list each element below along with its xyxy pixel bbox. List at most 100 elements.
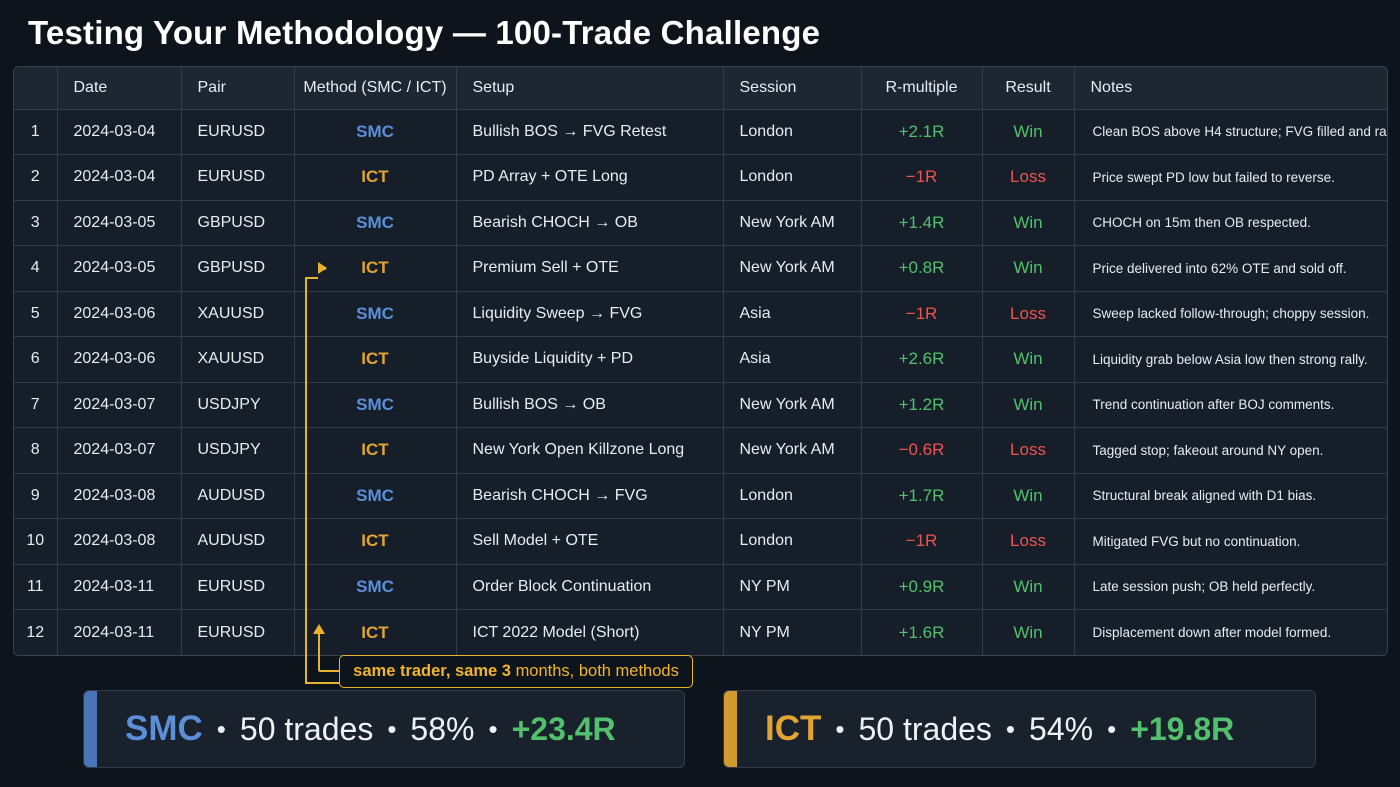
row-number: 2 [14, 154, 58, 201]
summary-card-ict: ICT • 50 trades • 54% • +19.8R [723, 690, 1316, 768]
cell-setup: PD Array + OTE Long [456, 154, 724, 201]
row-number: 10 [14, 518, 58, 565]
cell-method: SMC [294, 564, 457, 610]
cell-r-multiple: +2.6R [861, 336, 983, 383]
annotation-text-2: 3 [501, 662, 511, 680]
cell-method: ICT [294, 518, 457, 565]
cell-session: NY PM [723, 564, 862, 610]
cell-result: Win [982, 609, 1075, 655]
row-number: 4 [14, 245, 58, 292]
cell-date: 2024-03-07 [57, 427, 182, 474]
cell-r-multiple: −1R [861, 154, 983, 201]
table-row[interactable]: 5 2024-03-06 XAUUSD SMC Liquidity Sweep → FV… [14, 291, 1387, 337]
table-row[interactable]: 2 2024-03-04 EURUSD ICT PD Array + OTE Long L… [14, 154, 1387, 201]
table-row[interactable]: 6 2024-03-06 XAUUSD ICT Buyside Liquidity + … [14, 336, 1387, 383]
annotation-text-1: same trader, same [353, 662, 498, 680]
cell-r-multiple: +2.1R [861, 109, 983, 155]
table-row[interactable]: 12 2024-03-11 EURUSD ICT ICT 2022 Model (Sho… [14, 609, 1387, 655]
cell-date: 2024-03-11 [57, 609, 182, 655]
cell-session: New York AM [723, 245, 862, 292]
cell-pair: EURUSD [181, 609, 295, 655]
cell-setup: Order Block Continuation [456, 564, 724, 610]
row-number: 11 [14, 564, 58, 610]
page-title: Testing Your Methodology — 100-Trade Cha… [28, 14, 821, 51]
cell-session: New York AM [723, 427, 862, 474]
summary-total-r: +23.4R [511, 710, 616, 747]
col-header-session[interactable]: Session [723, 67, 862, 110]
row-number: 9 [14, 473, 58, 519]
summary-trades: 50 trades [858, 710, 992, 747]
cell-session: NY PM [723, 609, 862, 655]
cell-notes: Price delivered into 62% OTE and sold of… [1074, 245, 1387, 292]
cell-notes: Displacement down after model formed. [1092, 625, 1332, 640]
cell-r-multiple: −1R [861, 291, 983, 337]
separator-dot: • [216, 713, 226, 744]
table-row[interactable]: 7 2024-03-07 USDJPY SMC Bullish BOS → OB New … [14, 382, 1387, 428]
col-header-setup[interactable]: Setup [456, 67, 724, 110]
cell-notes: Price swept PD low but failed to reverse… [1074, 154, 1387, 201]
col-header-method[interactable]: Method (SMC / ICT) [294, 67, 457, 110]
cell-method: SMC [294, 473, 457, 519]
trade-log-table: Date Pair Method (SMC / ICT) Setup Sessi… [13, 66, 1388, 656]
cell-result: Loss [982, 518, 1075, 565]
table-row[interactable]: 10 2024-03-08 AUDUSD ICT Sell Model + OTE Lon… [14, 518, 1387, 565]
summary-total-r: +19.8R [1130, 710, 1235, 747]
table-row[interactable]: 4 2024-03-05 GBPUSD ICT Premium Sell + OTE Ne… [14, 245, 1387, 292]
cell-date: 2024-03-08 [57, 473, 182, 519]
cell-notes: Clean BOS above H4 structure; FVG filled… [1074, 109, 1387, 155]
cell-result: Loss [982, 154, 1075, 201]
cell-method: ICT [294, 154, 457, 201]
col-header-pair[interactable]: Pair [181, 67, 295, 110]
col-header-num[interactable] [14, 67, 58, 110]
cell-notes: Structural break aligned with D1 bias. [1074, 473, 1387, 519]
cell-pair: AUDUSD [181, 518, 295, 565]
cell-method: SMC [294, 382, 457, 428]
col-header-result[interactable]: Result [982, 67, 1075, 110]
summary-method-name: SMC [125, 709, 203, 748]
cell-session: London [723, 518, 862, 565]
table-row[interactable]: 3 2024-03-05 GBPUSD SMC Bearish CHOCH → OB Ne… [14, 200, 1387, 246]
cell-method: SMC [294, 200, 457, 246]
cell-setup: Buyside Liquidity + PD [456, 336, 724, 383]
table-row[interactable]: 8 2024-03-07 USDJPY ICT New York Open Killzo… [14, 427, 1387, 474]
cell-r-multiple: +0.8R [861, 245, 983, 292]
separator-dot: • [1107, 713, 1117, 744]
summary-trades: 50 trades [239, 710, 374, 747]
cell-pair: EURUSD [181, 564, 295, 610]
cell-session: London [723, 109, 862, 155]
cell-setup: ICT 2022 Model (Short) [456, 609, 724, 655]
cell-r-multiple: +1.6R [861, 609, 983, 655]
col-header-date[interactable]: Date [57, 67, 182, 110]
cell-setup: Premium Sell + OTE [456, 245, 724, 292]
cell-date: 2024-03-05 [57, 200, 182, 246]
cell-result: Win [982, 564, 1075, 610]
col-header-r-multiple[interactable]: R-multiple [861, 67, 983, 110]
cell-notes: CHOCH on 15m then OB respected. [1074, 200, 1387, 246]
cell-method: SMC [294, 291, 457, 337]
table-row[interactable]: 9 2024-03-08 AUDUSD SMC Bearish CHOCH → FVG L… [14, 473, 1387, 519]
row-number: 7 [14, 382, 58, 428]
cell-r-multiple: −1R [861, 518, 983, 565]
separator-dot: • [835, 713, 845, 744]
cell-pair: AUDUSD [181, 473, 295, 519]
col-header-notes[interactable]: Notes [1074, 67, 1387, 110]
cell-pair: XAUUSD [181, 336, 295, 383]
row-number: 12 [14, 609, 58, 655]
summary-win-rate: 58% [410, 710, 475, 747]
cell-setup: Bearish CHOCH → OB [456, 200, 724, 246]
table-row[interactable]: 1 2024-03-04 EURUSD SMC Bullish BOS → FVG Re… [14, 109, 1387, 155]
cell-setup: Liquidity Sweep → FVG [456, 291, 724, 337]
table-row[interactable]: 11 2024-03-11 EURUSD SMC Order Block Continu… [14, 564, 1387, 610]
row-number: 6 [14, 336, 58, 383]
row-number: 1 [14, 109, 58, 155]
cell-pair: USDJPY [181, 427, 295, 474]
cell-result: Win [982, 382, 1075, 428]
cell-result: Loss [982, 291, 1075, 337]
cell-pair: XAUUSD [181, 291, 295, 337]
summary-accent-bar [724, 691, 737, 767]
summary-accent-bar [84, 691, 97, 767]
cell-pair: EURUSD [181, 154, 295, 201]
cell-result: Win [982, 245, 1075, 292]
cell-date: 2024-03-05 [57, 245, 182, 292]
cell-pair: EURUSD [181, 109, 295, 155]
